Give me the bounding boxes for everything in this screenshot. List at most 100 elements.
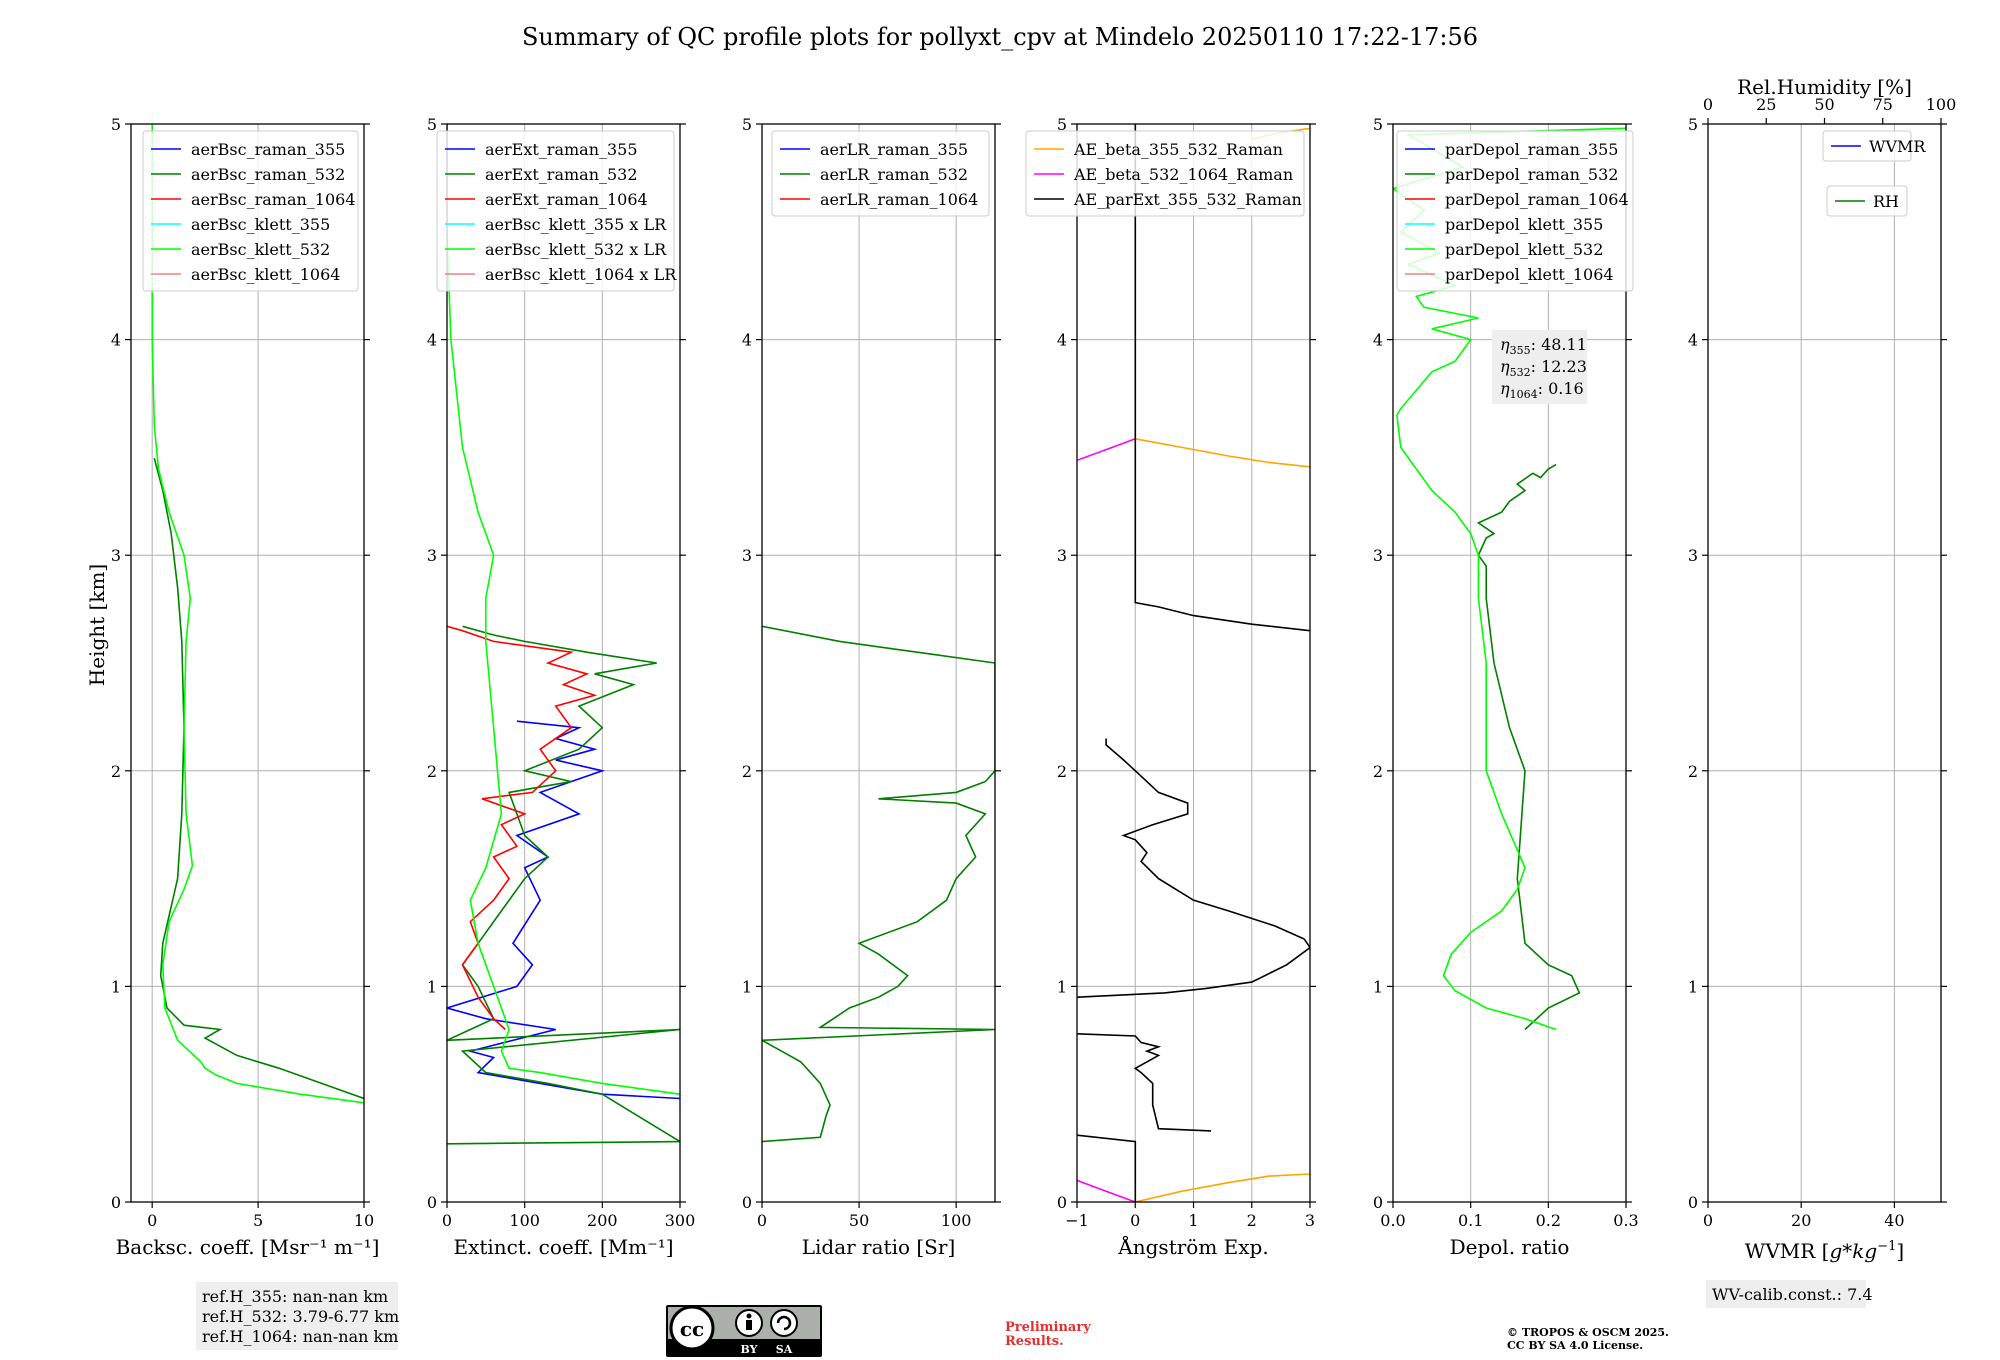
copyright-text: © TROPOS & OSCM 2025. bbox=[1507, 1326, 1669, 1339]
x-tick-label: 200 bbox=[587, 1211, 618, 1230]
cc-letters: cc bbox=[680, 1317, 704, 1341]
legend-entry: parDepol_raman_532 bbox=[1445, 165, 1618, 184]
y-tick-label: 4 bbox=[1688, 331, 1698, 350]
x-tick-label: 20 bbox=[1791, 1211, 1811, 1230]
x-tick-label: −1 bbox=[1065, 1211, 1089, 1230]
x-axis-label-exp: −1 bbox=[1877, 1239, 1896, 1254]
legend-box bbox=[142, 130, 359, 292]
y-tick-label: 2 bbox=[1373, 762, 1383, 781]
by-icon-head bbox=[746, 1313, 752, 1319]
legend-entry: aerBsc_klett_355 bbox=[191, 215, 330, 234]
y-tick-label: 1 bbox=[1373, 977, 1383, 996]
legend-entry: RH bbox=[1873, 192, 1899, 211]
legend-box bbox=[436, 130, 675, 292]
legend-entry: WVMR bbox=[1869, 137, 1926, 156]
x-tick-label: 0.1 bbox=[1458, 1211, 1483, 1230]
y-tick-label: 2 bbox=[427, 762, 437, 781]
y-tick-label: 2 bbox=[111, 762, 121, 781]
ref-height-text: ref.H_355: nan-nan km bbox=[202, 1287, 388, 1306]
legend-box bbox=[771, 130, 990, 217]
panel-2: 0 100 200 300 0 1 2 3 4 5 Extinct. coeff. [Mm⁻¹] ae… bbox=[427, 115, 695, 1259]
x-axis-label-close: ] bbox=[1896, 1239, 1904, 1263]
panel-5: 0.0 0.1 0.2 0.3 0 1 2 3 4 5 Depol. ratio parDepol_r… bbox=[1373, 115, 1639, 1259]
x-tick-label: 0 bbox=[147, 1211, 157, 1230]
series-line-aerLR_raman_532 bbox=[762, 625, 995, 1143]
ref-height-text: ref.H_532: 3.79-6.77 km bbox=[202, 1307, 399, 1326]
cc-license-badge: cc BY SA bbox=[666, 1305, 822, 1357]
x-tick-label: 1 bbox=[1188, 1211, 1198, 1230]
top-tick-label: 100 bbox=[1926, 95, 1957, 114]
panel-6: 0 20 40 0 1 2 3 4 5 WVMR [g*kg−1] 0 25 50 75 100 Rel.Hu… bbox=[1688, 75, 1956, 1263]
y-tick-label: 0 bbox=[111, 1193, 121, 1212]
y-tick-label: 0 bbox=[1373, 1193, 1383, 1212]
x-tick-label: 0 bbox=[1130, 1211, 1140, 1230]
legend-box bbox=[1826, 185, 1908, 217]
x-tick-label: 40 bbox=[1884, 1211, 1904, 1230]
legend-entry: aerExt_raman_532 bbox=[485, 165, 638, 184]
series-line-AE_parExt_355_532_Raman bbox=[1077, 1134, 1137, 1202]
top-tick-label: 0 bbox=[1703, 95, 1713, 114]
top-tick-label: 75 bbox=[1873, 95, 1893, 114]
series-line-aerExt_raman_355 bbox=[447, 720, 680, 1100]
by-icon-body bbox=[746, 1320, 752, 1330]
legend-entry: AE_parExt_355_532_Raman bbox=[1073, 190, 1302, 209]
sa-icon bbox=[770, 1309, 798, 1337]
series-line-AE_beta_355_532_Raman bbox=[1135, 438, 1310, 468]
y-tick-label: 4 bbox=[742, 331, 752, 350]
y-tick-label: 5 bbox=[742, 115, 752, 134]
x-tick-label: 0 bbox=[1703, 1211, 1713, 1230]
legend-entry: aerBsc_klett_1064 bbox=[191, 265, 340, 284]
wv-calib-text: WV-calib.const.: 7.4 bbox=[1712, 1285, 1873, 1304]
y-tick-label: 3 bbox=[111, 546, 121, 565]
x-axis-label: WVMR [g*kg−1] bbox=[1745, 1239, 1904, 1263]
x-tick-label: 10 bbox=[354, 1211, 374, 1230]
panel-1: 0 5 10 0 1 2 3 4 5 Backsc. coeff. [Msr⁻¹ m⁻¹] aerB… bbox=[111, 115, 380, 1259]
y-tick-label: 0 bbox=[427, 1193, 437, 1212]
x-tick-label: 300 bbox=[665, 1211, 696, 1230]
x-tick-label: 0.0 bbox=[1380, 1211, 1405, 1230]
x-tick-label: 5 bbox=[253, 1211, 263, 1230]
y-tick-label: 1 bbox=[1688, 977, 1698, 996]
series-group bbox=[762, 625, 995, 1143]
eta-subscript: 1064 bbox=[1510, 388, 1538, 401]
eta-label: η355: 48.11 bbox=[1500, 335, 1587, 357]
x-axis-label: Depol. ratio bbox=[1450, 1235, 1570, 1259]
series-line-aerBsc_raman_532 bbox=[153, 457, 364, 1100]
legend-entry: aerBsc_klett_355 x LR bbox=[485, 215, 667, 234]
legend-entry: parDepol_raman_355 bbox=[1445, 140, 1618, 159]
y-tick-label: 1 bbox=[1057, 977, 1067, 996]
y-tick-label: 4 bbox=[1373, 331, 1383, 350]
series-line-aerBsc_klett_532 bbox=[151, 124, 364, 1104]
eta-symbol: η bbox=[1500, 335, 1510, 354]
eta-box bbox=[1492, 330, 1587, 404]
eta-subscript: 355 bbox=[1510, 344, 1531, 357]
legend-box bbox=[1396, 130, 1634, 292]
x-tick-label: 100 bbox=[509, 1211, 540, 1230]
top-axis-label: Rel.Humidity [%] bbox=[1737, 75, 1912, 99]
y-tick-label: 2 bbox=[1057, 762, 1067, 781]
legend-entry: parDepol_klett_355 bbox=[1445, 215, 1603, 234]
y-tick-label: 5 bbox=[427, 115, 437, 134]
wv-calib-box bbox=[1706, 1280, 1866, 1308]
top-tick-label: 25 bbox=[1756, 95, 1776, 114]
axes-frame bbox=[1707, 123, 1942, 1203]
y-tick-label: 0 bbox=[1688, 1193, 1698, 1212]
eta-value: : 12.23 bbox=[1531, 357, 1587, 376]
eta-value: : 48.11 bbox=[1531, 335, 1587, 354]
y-tick-label: 2 bbox=[1688, 762, 1698, 781]
legend-entry: aerExt_raman_1064 bbox=[485, 190, 648, 209]
ref-height-text: ref.H_1064: nan-nan km bbox=[202, 1327, 398, 1346]
y-tick-label: 5 bbox=[1057, 115, 1067, 134]
y-axis-label: Height [km] bbox=[85, 564, 109, 686]
by-label: BY bbox=[741, 1343, 758, 1356]
y-tick-label: 5 bbox=[1373, 115, 1383, 134]
top-tick-label: 50 bbox=[1814, 95, 1834, 114]
y-tick-label: 0 bbox=[742, 1193, 752, 1212]
series-line-AE_parExt_355_532_Raman bbox=[1134, 124, 1310, 632]
y-tick-label: 3 bbox=[742, 546, 752, 565]
x-tick-label: 0.2 bbox=[1536, 1211, 1561, 1230]
axes-frame bbox=[446, 123, 681, 1203]
legend-entry: aerLR_raman_355 bbox=[820, 140, 968, 159]
